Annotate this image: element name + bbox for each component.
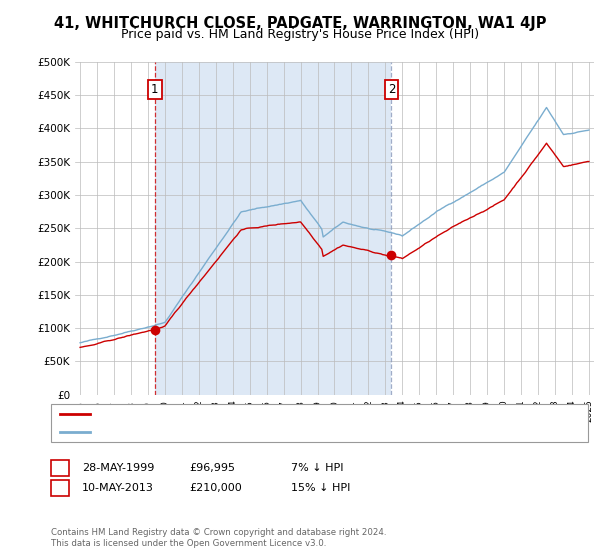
Text: 1: 1 (56, 461, 64, 475)
Text: 15% ↓ HPI: 15% ↓ HPI (291, 483, 350, 493)
Text: Contains HM Land Registry data © Crown copyright and database right 2024.
This d: Contains HM Land Registry data © Crown c… (51, 528, 386, 548)
Text: 28-MAY-1999: 28-MAY-1999 (82, 463, 155, 473)
Bar (155, 62, 391, 395)
Text: £210,000: £210,000 (189, 483, 242, 493)
Text: HPI: Average price, detached house, Warrington: HPI: Average price, detached house, Warr… (95, 427, 335, 437)
Text: 2: 2 (56, 482, 64, 495)
Text: 10-MAY-2013: 10-MAY-2013 (82, 483, 154, 493)
Text: 2: 2 (388, 83, 395, 96)
Text: 41, WHITCHURCH CLOSE, PADGATE, WARRINGTON, WA1 4JP: 41, WHITCHURCH CLOSE, PADGATE, WARRINGTO… (54, 16, 546, 31)
Text: 1: 1 (151, 83, 158, 96)
Text: 41, WHITCHURCH CLOSE, PADGATE, WARRINGTON, WA1 4JP (detached house): 41, WHITCHURCH CLOSE, PADGATE, WARRINGTO… (95, 409, 483, 419)
Text: Price paid vs. HM Land Registry's House Price Index (HPI): Price paid vs. HM Land Registry's House … (121, 28, 479, 41)
Text: £96,995: £96,995 (189, 463, 235, 473)
Text: 7% ↓ HPI: 7% ↓ HPI (291, 463, 343, 473)
